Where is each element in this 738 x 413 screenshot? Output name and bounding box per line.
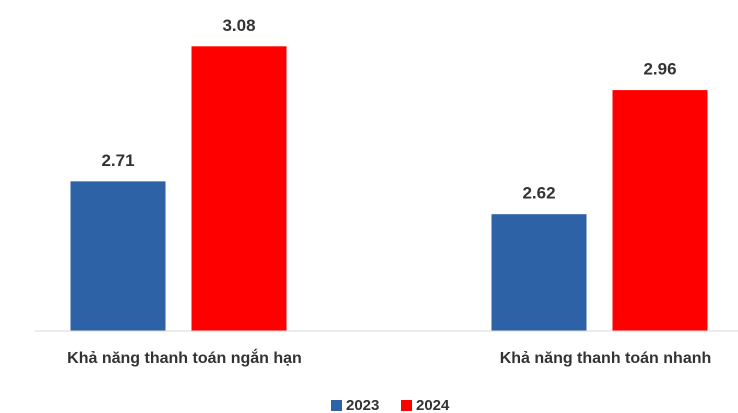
x-tick-label: Khả năng thanh toán ngắn hạn [67,348,302,367]
x-tick-label: Khả năng thanh toán nhanh [500,350,712,367]
value-label: 2.62 [522,184,555,203]
bar [70,181,166,331]
bar [612,90,708,331]
legend-label: 2024 [416,397,450,413]
value-label: 2.96 [643,60,676,79]
legend-label: 2023 [346,397,379,413]
legend-swatch [331,400,342,411]
value-label: 2.71 [101,151,134,170]
value-label: 3.08 [222,16,255,35]
bar [491,214,587,331]
legend-swatch [401,400,412,411]
bar [191,46,287,332]
